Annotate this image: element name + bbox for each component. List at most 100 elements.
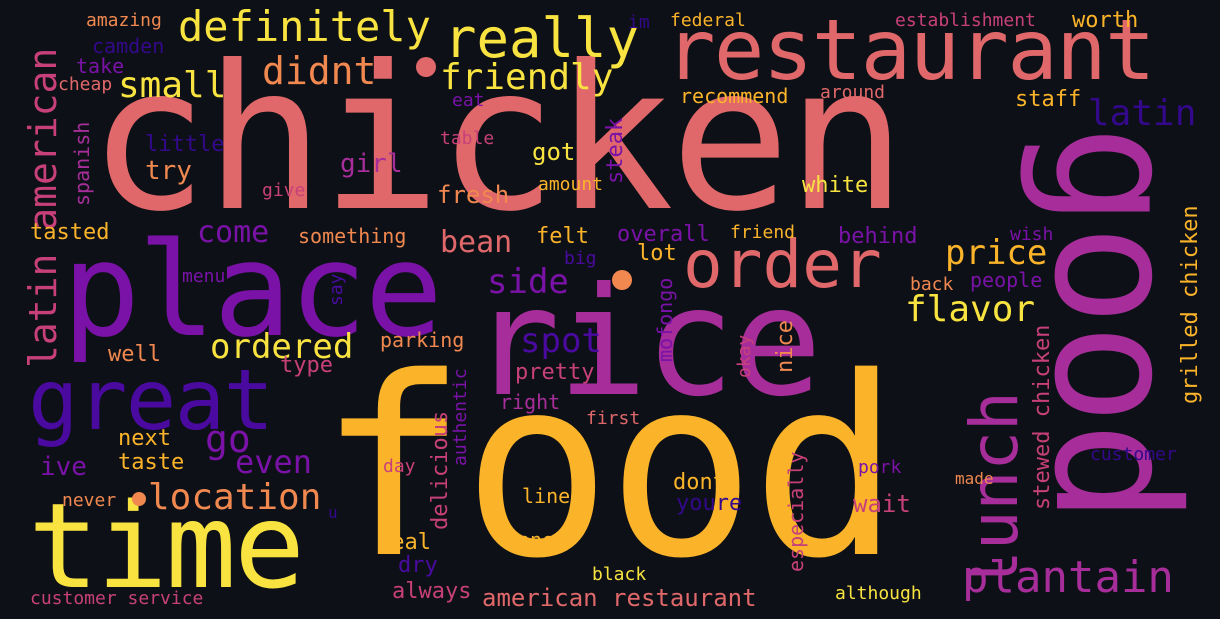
word-got: got xyxy=(532,138,576,166)
word-take: take xyxy=(76,54,125,78)
word-friend: friend xyxy=(730,222,796,243)
word-nice: nice xyxy=(773,320,798,373)
word-felt: felt xyxy=(536,224,589,249)
word-small: small xyxy=(118,65,227,106)
word-white: white xyxy=(802,173,869,198)
word-okay: okay xyxy=(734,334,755,378)
word-people: people xyxy=(970,268,1043,292)
word-come: come xyxy=(197,215,270,250)
word-side: side xyxy=(487,262,569,302)
word-taste: taste xyxy=(118,450,185,475)
word-one: one xyxy=(518,528,555,552)
word-go: go xyxy=(205,417,251,461)
word-restaurant: restaurant xyxy=(665,1,1156,99)
word-friendly: friendly xyxy=(440,57,614,98)
word-chicken: chicken xyxy=(88,23,907,256)
word-table: table xyxy=(440,128,495,149)
word-meal: meal xyxy=(378,530,431,555)
word-cheap: cheap xyxy=(58,74,113,95)
dot-decoration xyxy=(416,57,436,77)
word-american-restaurant: american restaurant xyxy=(482,584,757,612)
word-grilled-chicken: grilled chicken xyxy=(1178,205,1203,404)
word-u: u xyxy=(328,503,338,522)
word-steak: steak xyxy=(603,117,628,184)
word-overall: overall xyxy=(617,222,710,247)
word-lot: lot xyxy=(637,241,677,266)
word-especially: especially xyxy=(784,451,808,572)
word-authentic: authentic xyxy=(450,368,471,466)
word-time: time xyxy=(28,477,305,615)
word-fresh: fresh xyxy=(437,181,510,209)
word-definitely: definitely xyxy=(178,2,431,51)
word-parking: parking xyxy=(380,328,465,352)
word-didnt: didnt xyxy=(262,49,377,93)
word-worth: worth xyxy=(1072,8,1139,33)
word-line: line xyxy=(522,484,571,508)
word-pork: pork xyxy=(858,457,902,478)
word-customer-service: customer service xyxy=(30,588,204,609)
word-staff: staff xyxy=(1015,87,1082,112)
word-location: location xyxy=(148,477,322,518)
word-next: next xyxy=(118,426,171,451)
word-black: black xyxy=(592,564,647,585)
word-give: give xyxy=(262,180,306,201)
word-amount: amount xyxy=(538,174,604,195)
word-little: little xyxy=(145,132,225,157)
word-tasted: tasted xyxy=(30,220,110,245)
word-dry: dry xyxy=(398,553,438,578)
word-well: well xyxy=(108,342,161,367)
word-try: try xyxy=(145,156,192,186)
word-behind: behind xyxy=(838,224,918,249)
word-around: around xyxy=(820,82,886,103)
word-establishment: establishment xyxy=(895,10,1036,31)
dot-decoration xyxy=(132,492,146,506)
word-wait: wait xyxy=(853,490,911,518)
word-bean: bean xyxy=(440,225,513,260)
word-eat: eat xyxy=(452,90,485,111)
word-day: day xyxy=(383,456,416,477)
word-spot: spot xyxy=(520,321,602,361)
word-camden: camden xyxy=(92,34,165,58)
word-girl: girl xyxy=(340,149,403,179)
word-plantain: plantain xyxy=(962,552,1174,603)
word-back: back xyxy=(910,274,954,295)
word-mofongo: mofongo xyxy=(653,277,677,362)
word-came: came xyxy=(708,136,757,160)
word-big: big xyxy=(564,248,597,269)
word-something: something xyxy=(298,224,407,248)
word-ive: ive xyxy=(40,452,87,482)
word-say: say xyxy=(326,273,347,306)
word-even: even xyxy=(235,443,313,481)
dot-decoration xyxy=(612,270,632,290)
word-pretty: pretty xyxy=(515,360,595,385)
word-really: really xyxy=(444,7,640,70)
word-flavor: flavor xyxy=(905,289,1036,330)
word-customer: customer xyxy=(1090,444,1177,465)
word-place: place xyxy=(62,214,443,366)
word-great: great xyxy=(28,351,274,449)
word-made: made xyxy=(955,469,994,488)
word-ordered: ordered xyxy=(210,327,354,367)
word-dont: dont xyxy=(673,470,726,495)
word-price: price xyxy=(945,233,1048,273)
word-order: order xyxy=(683,226,882,303)
word-im: im xyxy=(628,12,650,33)
word-latin: latin xyxy=(1088,93,1197,134)
word-federal: federal xyxy=(670,10,746,31)
word-although: although xyxy=(835,583,922,604)
word-amazing: amazing xyxy=(86,10,162,31)
word-spanish: spanish xyxy=(70,121,94,206)
word-menu: menu xyxy=(182,266,226,287)
word-recommend: recommend xyxy=(680,84,789,108)
word-rice: rice xyxy=(470,256,822,430)
word-wish: wish xyxy=(1010,224,1054,245)
word-latin-american: latin american xyxy=(21,47,65,368)
word-right: right xyxy=(500,390,561,414)
word-first: first xyxy=(586,408,641,429)
word-delicious: delicious xyxy=(428,410,453,530)
word-food: food xyxy=(318,325,900,613)
word-always: always xyxy=(392,579,472,604)
word-youre: youre xyxy=(676,491,743,516)
word-type: type xyxy=(280,353,333,378)
